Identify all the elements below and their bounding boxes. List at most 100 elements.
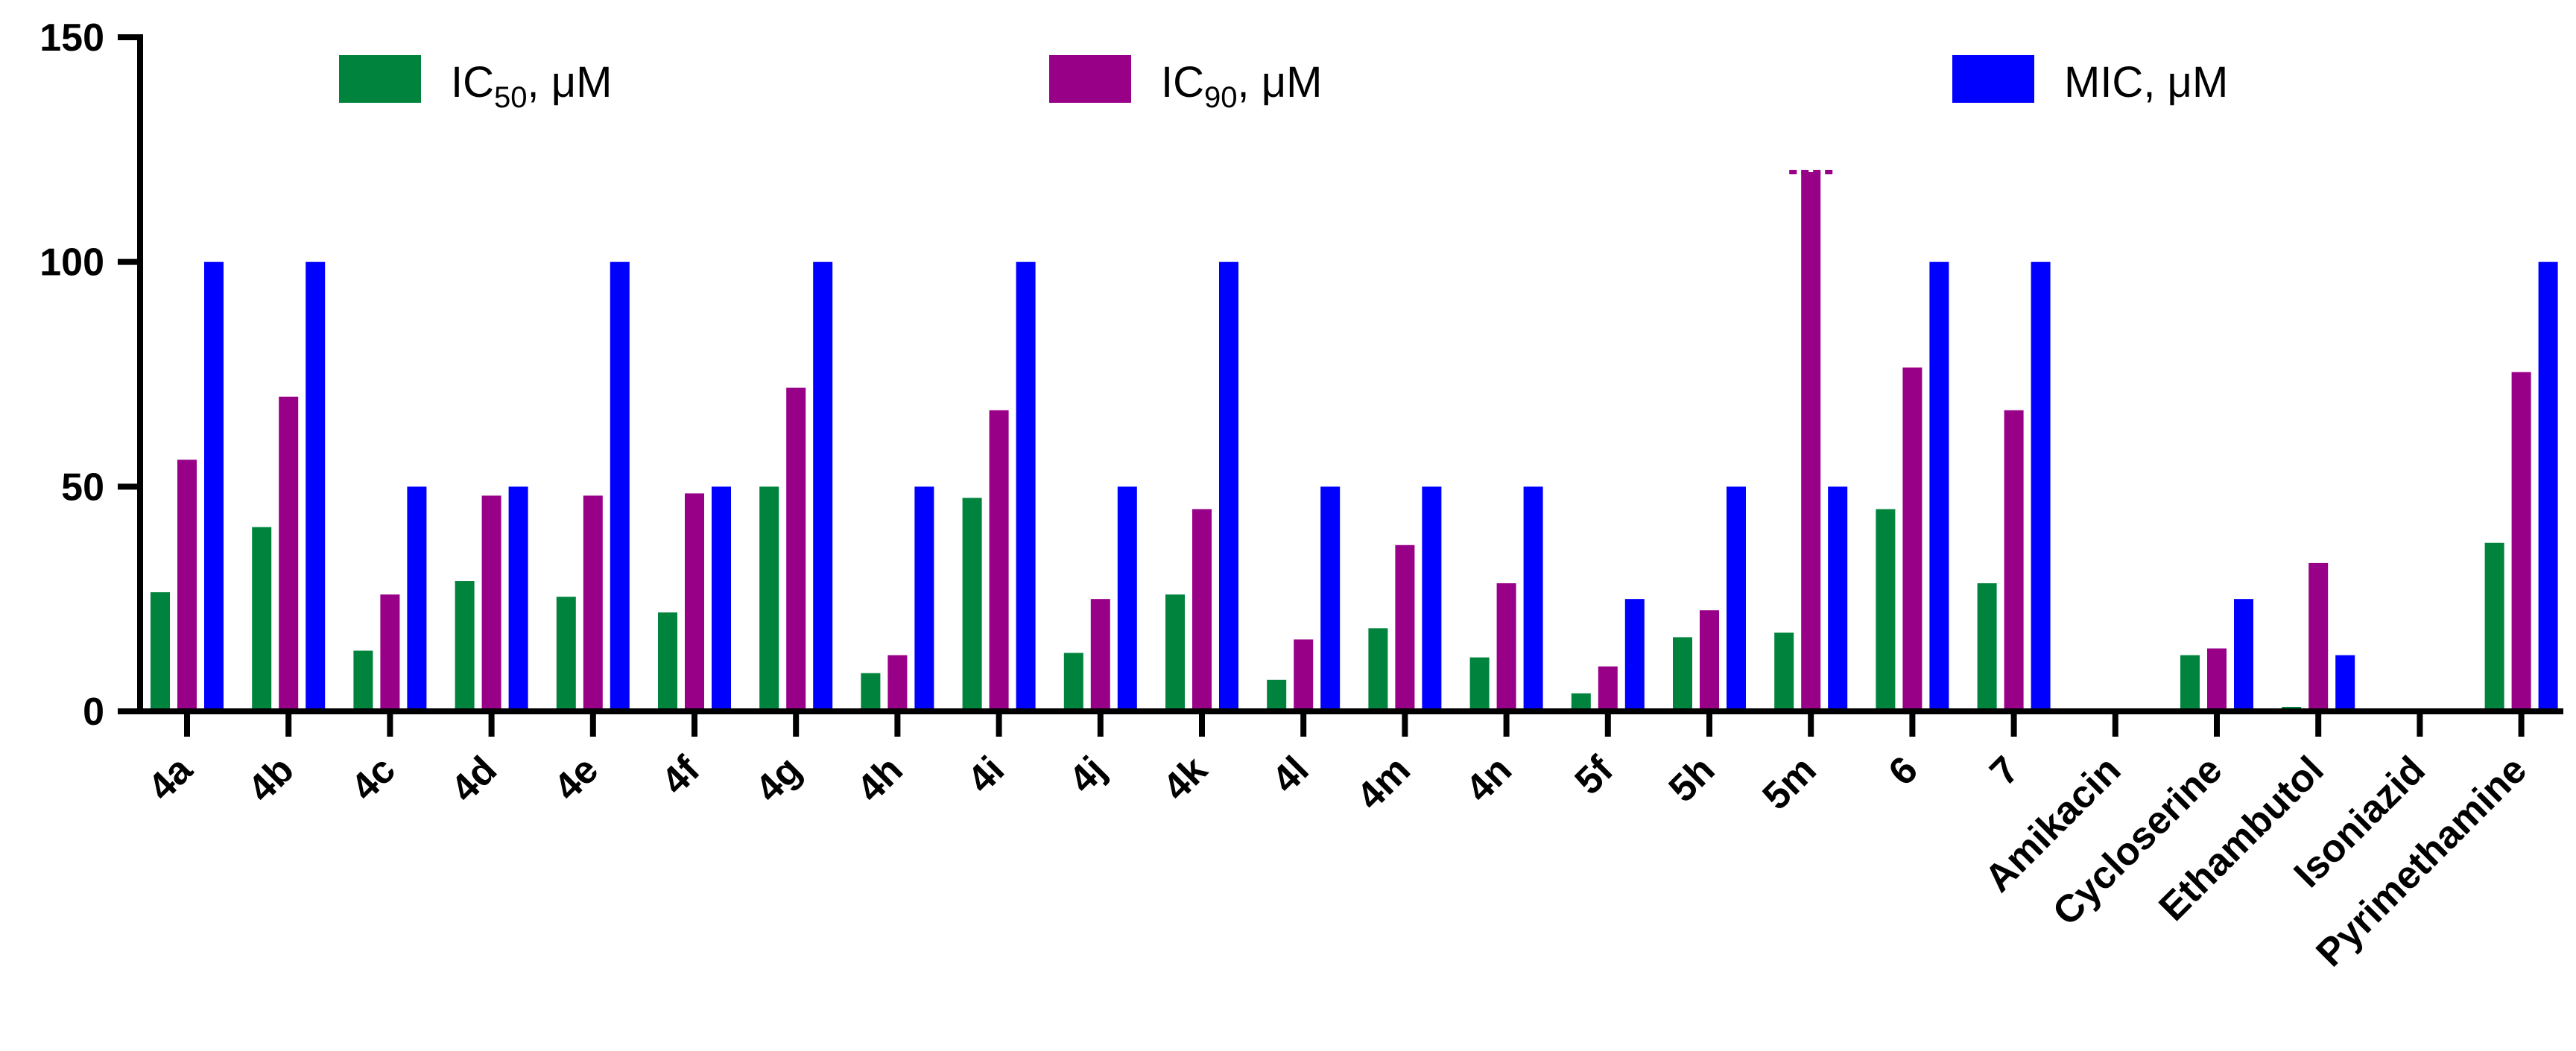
- bar-Ethambutol-series-2: [2335, 655, 2355, 711]
- bar-4m-series-1: [1395, 544, 1415, 711]
- bar-4j-series-2: [1117, 486, 1137, 711]
- bar-5m-series-0: [1774, 632, 1794, 711]
- bar-Pyrimethamine-series-2: [2538, 261, 2558, 712]
- bar-4l-series-1: [1294, 639, 1314, 711]
- x-label-4i: 4i: [959, 748, 1013, 801]
- y-tick-label-50: 50: [61, 466, 104, 509]
- bar-7-series-1: [2004, 410, 2024, 711]
- bar-group: [151, 170, 2558, 712]
- y-tick-label-100: 100: [39, 241, 104, 285]
- bar-5f-series-2: [1624, 599, 1645, 711]
- legend-label-2: MIC, μM: [2064, 58, 2228, 107]
- x-label-5f: 5f: [1567, 748, 1622, 803]
- bar-4h-series-0: [861, 673, 881, 711]
- y-tick-labels: 0 50 100 150: [39, 16, 104, 734]
- bar-4f-series-0: [658, 612, 677, 711]
- bar-5h-series-0: [1673, 637, 1692, 711]
- bar-4n-series-2: [1523, 486, 1543, 711]
- bar-4c-series-1: [380, 594, 400, 711]
- bar-4i-series-2: [1016, 261, 1036, 712]
- x-label-4g: 4g: [747, 748, 810, 810]
- x-label-4a: 4a: [140, 748, 202, 810]
- bar-4d-series-2: [508, 486, 528, 711]
- x-label-4h: 4h: [849, 748, 911, 810]
- bar-Pyrimethamine-series-0: [2484, 542, 2504, 711]
- bar-4k-series-2: [1219, 261, 1238, 712]
- bar-5f-series-1: [1598, 666, 1618, 711]
- bar-4m-series-2: [1422, 486, 1442, 711]
- bar-4g-series-2: [813, 261, 833, 712]
- bar-4f-series-2: [712, 486, 731, 711]
- bar-4d-series-1: [481, 495, 501, 711]
- bar-6-series-1: [1902, 367, 1922, 711]
- legend-swatch-1: [1049, 55, 1131, 103]
- bar-4a-series-1: [177, 460, 197, 711]
- bar-4k-series-1: [1192, 509, 1212, 711]
- x-label-4e: 4e: [545, 748, 607, 809]
- bar-4b-series-2: [306, 261, 326, 712]
- bar-4e-series-2: [610, 261, 630, 712]
- bar-4a-series-0: [151, 592, 170, 711]
- x-label-6: 6: [1880, 748, 1925, 793]
- bar-4b-series-1: [279, 396, 299, 711]
- bar-4n-series-1: [1496, 583, 1516, 711]
- bar-5m-series-2: [1828, 486, 1848, 711]
- x-label-4n: 4n: [1458, 748, 1520, 810]
- bar-6-series-0: [1876, 509, 1896, 711]
- bar-4l-series-0: [1267, 679, 1287, 711]
- bar-4a-series-2: [204, 261, 224, 712]
- bar-4d-series-0: [455, 581, 475, 711]
- bar-4j-series-0: [1063, 652, 1083, 711]
- bar-4l-series-2: [1320, 486, 1341, 711]
- legend-swatch-2: [1952, 55, 2034, 103]
- bar-7-series-0: [1977, 583, 1997, 711]
- bar-4c-series-0: [353, 650, 373, 711]
- x-label-4m: 4m: [1349, 748, 1419, 818]
- bar-Ethambutol-series-1: [2308, 562, 2329, 711]
- bar-4c-series-2: [407, 486, 427, 711]
- bar-4i-series-1: [989, 410, 1009, 711]
- x-label-7: 7: [1982, 748, 2028, 793]
- axes: [118, 34, 2563, 737]
- x-label-4c: 4c: [343, 748, 404, 809]
- bar-4n-series-0: [1469, 657, 1490, 711]
- x-label-4l: 4l: [1264, 748, 1317, 801]
- x-label-4f: 4f: [654, 748, 709, 803]
- y-tick-label-0: 0: [83, 690, 104, 734]
- y-tick-label-150: 150: [39, 16, 104, 60]
- x-label-5m: 5m: [1755, 748, 1825, 818]
- bar-7-series-2: [2031, 261, 2051, 712]
- bar-4b-series-0: [252, 527, 272, 711]
- x-label-4j: 4j: [1061, 748, 1115, 801]
- x-label-4k: 4k: [1155, 748, 1216, 809]
- bar-4i-series-0: [962, 498, 982, 711]
- chart-legend: IC50, μM IC90, μM MIC, μM: [339, 55, 2228, 114]
- legend-label-1: IC90, μM: [1161, 58, 1322, 114]
- legend-label-0: IC50, μM: [451, 58, 612, 114]
- bar-Pyrimethamine-series-1: [2511, 372, 2531, 711]
- bar-4g-series-1: [786, 387, 806, 711]
- bar-4k-series-0: [1165, 594, 1185, 711]
- x-label-4d: 4d: [443, 748, 505, 810]
- legend-swatch-0: [339, 55, 421, 103]
- bar-4m-series-0: [1368, 628, 1388, 711]
- bar-4j-series-1: [1090, 599, 1110, 711]
- bar-4g-series-0: [759, 486, 779, 711]
- bar-4f-series-1: [685, 493, 704, 711]
- bar-Cycloserine-series-0: [2180, 655, 2200, 711]
- bar-Cycloserine-series-1: [2207, 648, 2227, 711]
- bar-Cycloserine-series-2: [2234, 599, 2253, 711]
- x-category-labels: 4a 4b 4c 4d 4e 4f 4g 4h 4i 4j 4k 4l 4m 4n 5f 5h 5m 6 7Amik…: [140, 748, 2536, 975]
- bar-4e-series-1: [583, 495, 603, 711]
- x-label-4b: 4b: [240, 748, 303, 810]
- bar-5f-series-0: [1571, 693, 1591, 711]
- bar-5h-series-1: [1700, 610, 1719, 711]
- bar-6-series-2: [1929, 261, 1949, 712]
- bar-4e-series-0: [556, 597, 576, 711]
- bar-5h-series-2: [1727, 486, 1746, 711]
- bar-4h-series-2: [914, 486, 934, 711]
- bar-5m-series-1: [1801, 172, 1821, 711]
- bar-4h-series-1: [887, 655, 908, 711]
- x-label-5h: 5h: [1661, 748, 1724, 810]
